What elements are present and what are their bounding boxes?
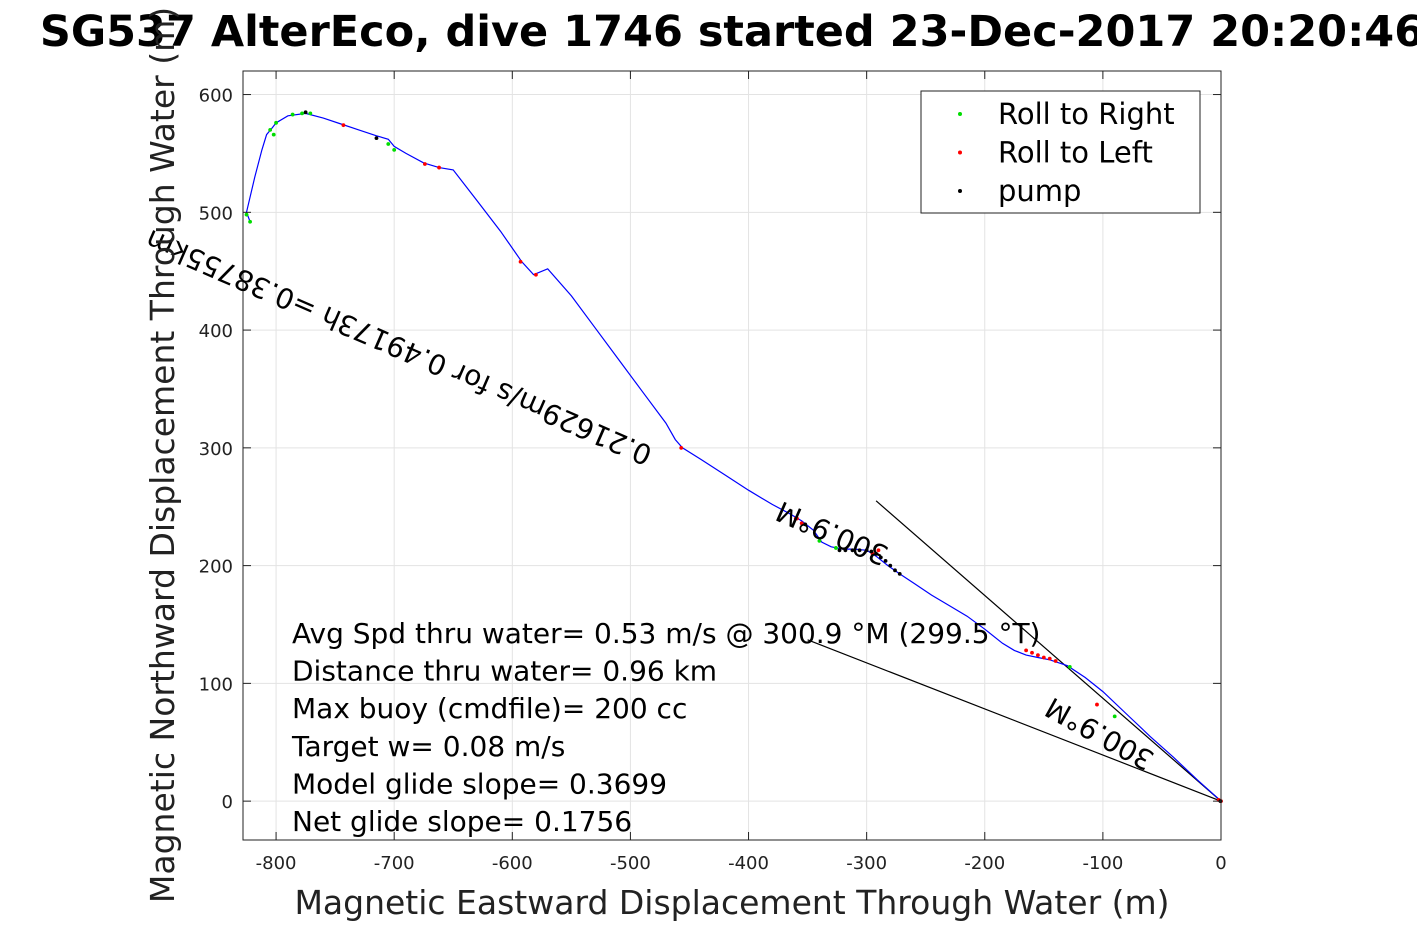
roll-right-point [386, 142, 391, 146]
stats-line: Distance thru water= 0.96 km [292, 655, 717, 688]
x-tick-label: -500 [610, 853, 651, 874]
legend-box [920, 90, 1201, 214]
rotated-annotation: 300.9°M [1040, 691, 1159, 777]
roll-left-point [679, 445, 684, 450]
roll-left-point [1053, 659, 1058, 663]
roll-left-point [1024, 648, 1029, 653]
legend: Roll to Right Roll to Left pump [920, 90, 1201, 214]
legend-entry: Roll to Left [998, 136, 1153, 170]
axis-ticks: -800 -700 -600 -500 -400 -300 -200 -100 0 0 100 200… [199, 71, 1227, 874]
track-layer [245, 112, 1222, 802]
pump-point [850, 548, 855, 553]
roll-left-point [341, 123, 346, 128]
pump-point [893, 568, 897, 573]
stats-line: Net glide slope= 0.1756 [292, 805, 632, 838]
pump-point [303, 110, 308, 115]
roll-right-point [1112, 714, 1117, 719]
stats-line: Model glide slope= 0.3699 [292, 767, 667, 800]
track-line [245, 112, 1222, 802]
pump-point [837, 548, 842, 553]
x-tick-label: -400 [728, 853, 769, 874]
legend-marker [958, 189, 962, 193]
pump-point [843, 548, 848, 553]
x-axis-label: Magnetic Eastward Displacement Through W… [294, 883, 1169, 922]
y-tick-label: 600 [199, 86, 233, 107]
stats-line: Target w= 0.08 m/s [291, 730, 565, 763]
x-tick-label: -300 [846, 853, 887, 874]
pump-point [878, 555, 883, 560]
y-axis-label: Magnetic Northward Displacement Through … [143, 7, 182, 903]
stats-line: Avg Spd thru water= 0.53 m/s @ 300.9 °M … [292, 617, 1040, 650]
pump-point [864, 548, 869, 553]
roll-right-point [290, 112, 295, 117]
pump-point [374, 136, 379, 141]
roll-right-point [271, 132, 276, 137]
roll-left-point [876, 548, 881, 553]
x-tick-label: -100 [1082, 853, 1123, 874]
y-tick-label: 500 [199, 203, 233, 224]
y-tick-label: 200 [199, 557, 233, 578]
legend-entry: pump [998, 174, 1081, 208]
pump-point [869, 549, 874, 554]
roll-left-point [1041, 655, 1046, 660]
x-tick-label: -800 [256, 853, 297, 874]
reference-lines [807, 500, 1222, 802]
roll-left-point [437, 165, 441, 170]
roll-left-point [534, 272, 538, 277]
roll-right-point [244, 212, 249, 217]
roll-left-point [1095, 702, 1099, 707]
roll-right-point [392, 148, 397, 152]
stats-line: Max buoy (cmdfile)= 200 cc [292, 692, 687, 725]
roll-left-point [422, 162, 427, 166]
pump-point [897, 571, 902, 576]
pump-point [888, 563, 893, 568]
roll-right-point [834, 546, 838, 550]
pump-point [883, 558, 888, 563]
roll-right-point [248, 219, 252, 224]
roll-right-point [274, 120, 278, 125]
roll-left-point [795, 516, 799, 521]
roll-left-point [518, 259, 523, 264]
pump-point [874, 551, 879, 556]
rotated-annotation: 0.21629m/s for 0.49173h =0.38755km [141, 223, 657, 472]
stats-annotations: Avg Spd thru water= 0.53 m/s @ 300.9 °M … [291, 617, 1040, 838]
legend-marker [958, 112, 962, 116]
rotated-annotation: 300.9°M [771, 494, 893, 571]
y-tick-label: 400 [199, 321, 233, 342]
roll-right-point [300, 111, 304, 116]
x-tick-label: -600 [492, 853, 533, 874]
roll-right-point [308, 111, 313, 116]
y-tick-label: 100 [199, 674, 233, 695]
x-tick-label: -200 [964, 853, 1005, 874]
roll-right-point [268, 127, 273, 132]
x-tick-label: 0 [1215, 853, 1226, 874]
reference-line [807, 639, 1222, 802]
grid-lines [243, 71, 1222, 840]
roll-left-point [799, 521, 804, 526]
legend-entry: Roll to Right [998, 97, 1175, 131]
chart-title: SG537 AlterEco, dive 1746 started 23-Dec… [40, 7, 1417, 57]
pump-point [803, 522, 808, 527]
roll-left-point [1036, 653, 1040, 658]
plot-frame [242, 70, 1222, 841]
legend-marker [958, 150, 962, 155]
pump-point [857, 548, 862, 553]
reference-line [875, 500, 1222, 802]
points-layer [244, 110, 1223, 804]
roll-right-point [1067, 664, 1072, 669]
x-tick-label: -700 [374, 853, 415, 874]
y-tick-label: 300 [199, 439, 233, 460]
roll-left-point [1047, 656, 1052, 661]
roll-left-point [1030, 650, 1034, 655]
roll-right-point [817, 538, 822, 543]
y-tick-label: 0 [222, 792, 233, 813]
